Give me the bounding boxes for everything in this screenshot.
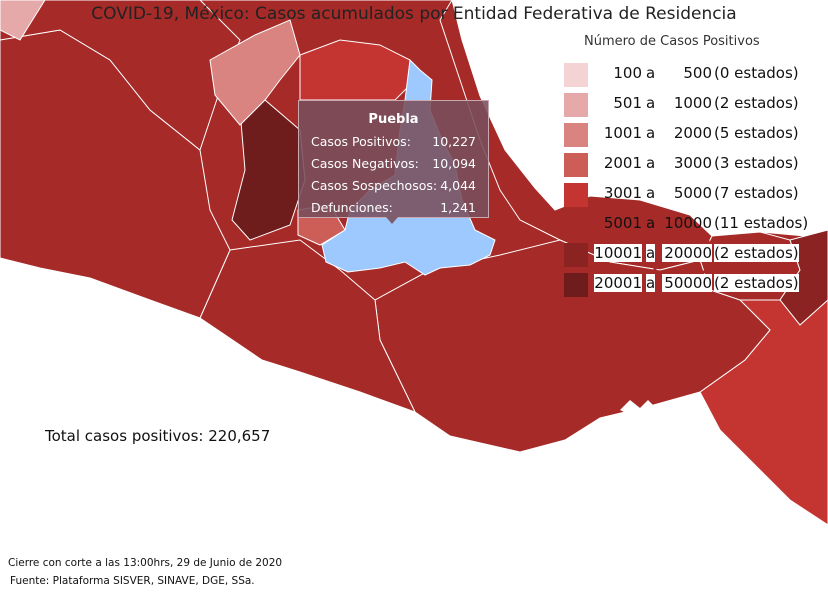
legend-swatch [564, 123, 588, 147]
legend-lo: 5001 [603, 214, 642, 232]
legend-swatch [564, 63, 588, 87]
legend-lo: 100 [613, 64, 642, 82]
state-guerrero[interactable] [199, 239, 416, 413]
legend-count: (3 estados) [714, 154, 799, 172]
legend-hi: 500 [683, 64, 712, 82]
legend-connector: a [646, 184, 656, 202]
legend-connector: a [646, 94, 656, 112]
legend-lo: 1001 [603, 124, 642, 142]
legend-hi: 20000 [662, 244, 712, 262]
tooltip-arrow [386, 217, 398, 224]
legend-swatch [564, 93, 588, 117]
legend-count: (7 estados) [714, 184, 799, 202]
legend-lo: 10001 [594, 244, 642, 262]
legend-hi: 50000 [662, 274, 712, 292]
legend-swatch [564, 183, 588, 207]
state-oaxaca[interactable] [374, 239, 771, 453]
coast-notch [620, 400, 708, 425]
legend-swatch [564, 273, 588, 297]
legend-count: (2 estados) [714, 274, 799, 292]
state-tooltip: Puebla Casos Positivos: 10,227 Casos Neg… [298, 100, 489, 218]
legend-hi: 1000 [673, 94, 712, 112]
state-north[interactable] [0, 0, 241, 151]
state-top-light[interactable] [0, 0, 46, 41]
legend-connector: a [646, 124, 656, 142]
tooltip-value: 10,227 [432, 134, 476, 149]
tooltip-value: 4,044 [440, 178, 476, 193]
legend-hi: 5000 [673, 184, 712, 202]
legend-connector: a [646, 214, 656, 232]
tooltip-label: Defunciones: [311, 200, 393, 215]
map-title: COVID-19, México: Casos acumulados por E… [91, 4, 737, 24]
legend-lo: 20001 [594, 274, 642, 292]
legend-connector: a [646, 154, 656, 172]
legend-hi: 10000 [664, 214, 712, 232]
legend-count: (0 estados) [714, 64, 799, 82]
legend-hi: 3000 [673, 154, 712, 172]
tooltip-state-name: Puebla [368, 112, 419, 127]
legend-count: (2 estados) [714, 94, 799, 112]
source-note: Fuente: Plataforma SISVER, SINAVE, DGE, … [10, 575, 255, 587]
total-cases-label: Total casos positivos: 220,657 [45, 427, 271, 445]
legend-connector: a [646, 64, 656, 82]
pacific-water [0, 258, 828, 605]
legend-swatch [564, 213, 588, 237]
legend-hi: 2000 [673, 124, 712, 142]
tooltip-label: Casos Positivos: [311, 134, 411, 149]
legend-count: (2 estados) [714, 244, 799, 262]
legend-connector: a [646, 244, 656, 262]
tooltip-row: Casos Sospechosos: 4,044 [299, 176, 488, 198]
tooltip-row: Casos Negativos: 10,094 [299, 154, 488, 176]
tooltip-label: Casos Sospechosos: [311, 178, 438, 193]
state-light-northcentral[interactable] [209, 19, 301, 126]
tooltip-value: 10,094 [432, 156, 476, 171]
legend-connector: a [646, 274, 656, 292]
legend-swatch [564, 153, 588, 177]
tooltip-value: 1,241 [440, 200, 476, 215]
gulf-water [452, 0, 828, 238]
legend-lo: 3001 [603, 184, 642, 202]
legend-lo: 2001 [603, 154, 642, 172]
legend-count: (5 estados) [714, 124, 799, 142]
tooltip-row: Defunciones: 1,241 [299, 198, 488, 220]
tooltip-label: Casos Negativos: [311, 156, 419, 171]
cutoff-note: Cierre con corte a las 13:00hrs, 29 de J… [8, 557, 283, 569]
legend-count: (11 estados) [714, 214, 809, 232]
legend-swatch [564, 243, 588, 267]
tooltip-row: Casos Positivos: 10,227 [299, 132, 488, 154]
legend-title: Número de Casos Positivos [584, 34, 760, 49]
legend-lo: 501 [613, 94, 642, 112]
state-michoacan-dark[interactable] [231, 99, 306, 241]
